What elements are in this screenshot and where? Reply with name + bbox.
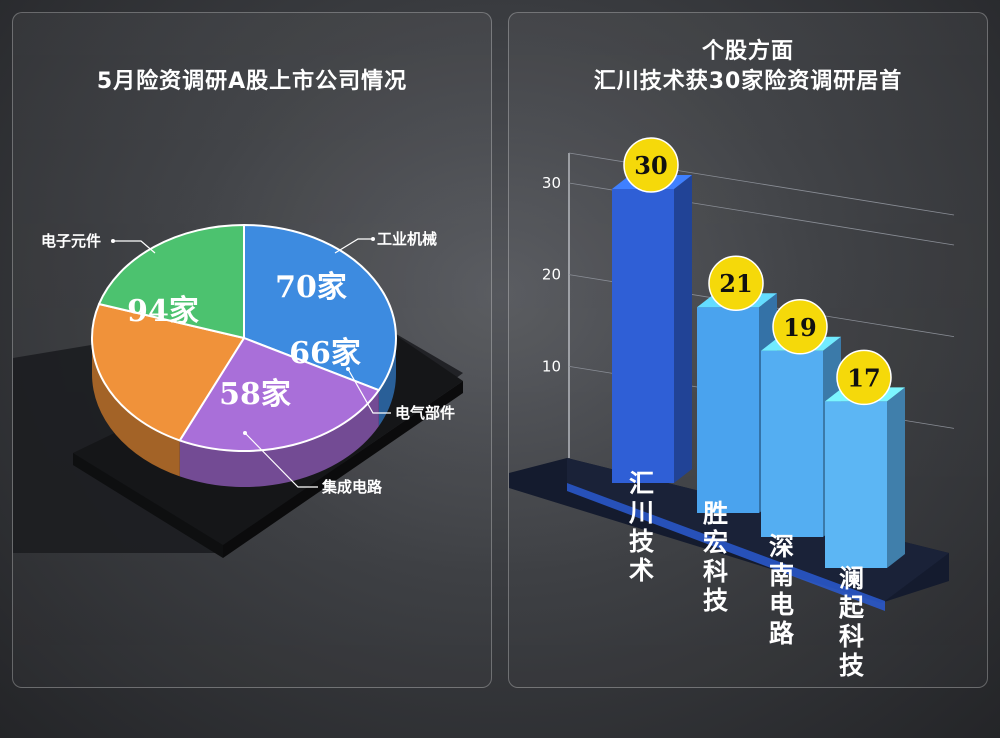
bar-front [697, 307, 759, 513]
pie-value-label: 66家 [289, 336, 361, 371]
bar-value-label: 30 [634, 151, 667, 180]
bar-chart-title-line-1: 个股方面 [701, 39, 794, 64]
pie-platform-side-right [223, 381, 463, 558]
pie-chart-panel: 5月险资调研A股上市公司情况 94家 70家 66家 58家 电子元件 工业机械电气部件集… [12, 12, 492, 688]
bar-y-tick-label: 20 [542, 266, 561, 284]
pie-value-labels: 94家 70家 66家 58家 [127, 270, 361, 412]
bar-side [674, 175, 692, 483]
bar-4: 17 [825, 349, 905, 568]
bar-value-badge [836, 349, 892, 406]
bar-value-badge [623, 137, 679, 193]
pie-slice-4 [98, 224, 245, 339]
pie-slice-1 [243, 224, 397, 392]
pie-slice-2 [178, 337, 380, 452]
pie-sides [91, 338, 396, 488]
bar-value-label: 19 [783, 313, 816, 342]
bar-chart-panel: 个股方面 汇川技术获30家险资调研居首 10 20 30 30 21 19 17 汇川技术 胜宏… [508, 12, 988, 688]
pie-value-label: 58家 [219, 377, 291, 412]
bar-value-label: 21 [719, 269, 752, 298]
bar-category-label: 胜宏科技 [700, 500, 729, 616]
bar-category-label: 澜起科技 [836, 565, 865, 681]
pie-callout-dot [243, 431, 247, 435]
bar-front [825, 401, 887, 568]
bar-chart-title-line-2: 汇川技术获30家险资调研居首 [593, 69, 903, 94]
pie-category-label: 电气部件 [395, 404, 455, 422]
pie-platform-side [73, 453, 223, 558]
pie-chart-title: 5月险资调研A股上市公司情况 [96, 69, 408, 94]
bar-floor-edge [567, 483, 885, 611]
bar-chart: 10 20 30 30 21 19 17 汇川技术 胜宏科技 深南电路 澜起科技 [509, 137, 955, 681]
pie-callout-dot [111, 239, 115, 243]
pie-side-1 [378, 338, 396, 427]
pie-side-2 [179, 390, 379, 488]
bar-marks: 30 21 19 17 [612, 137, 905, 568]
bar-category-label: 汇川技术 [626, 470, 655, 586]
pie-callout-line [244, 432, 318, 488]
bar-value-badge [708, 255, 764, 311]
pie-callout-dot [346, 367, 350, 371]
pie-category-label: 电子元件 [41, 232, 101, 250]
bar-category-label: 深南电路 [766, 533, 795, 649]
pie-value-label: 94家 [127, 294, 199, 329]
bar-value-label: 17 [847, 363, 880, 392]
bar-y-tick-label: 30 [542, 174, 561, 192]
bar-side [887, 387, 905, 568]
bar-category-labels: 汇川技术 胜宏科技 深南电路 澜起科技 [626, 470, 865, 681]
pie-callout-dot [371, 237, 375, 241]
pie-callout-line [113, 240, 156, 254]
bar-value-badge [772, 299, 828, 355]
pie-callout-line [347, 368, 391, 414]
pie-value-label: 70家 [275, 270, 347, 305]
pie-side-3 [91, 338, 180, 477]
bar-front [761, 350, 823, 537]
pie-category-label: 工业机械 [377, 230, 437, 248]
pie-tops [91, 224, 397, 452]
bar-y-tick-label: 10 [542, 357, 561, 375]
bar-1: 30 [612, 137, 692, 483]
pie-category-label: 集成电路 [321, 478, 383, 496]
bar-front [612, 189, 674, 483]
pie-callout-line [334, 238, 373, 254]
pie-slice-3 [91, 303, 245, 442]
